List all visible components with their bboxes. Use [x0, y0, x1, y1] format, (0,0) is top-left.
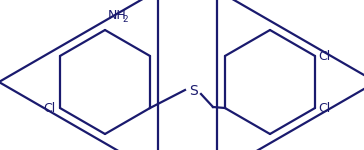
Text: Cl: Cl — [44, 102, 56, 114]
Text: Cl: Cl — [318, 50, 330, 63]
Text: NH: NH — [108, 9, 127, 22]
Text: 2: 2 — [122, 15, 128, 24]
Text: S: S — [189, 84, 197, 98]
Text: Cl: Cl — [318, 102, 330, 114]
